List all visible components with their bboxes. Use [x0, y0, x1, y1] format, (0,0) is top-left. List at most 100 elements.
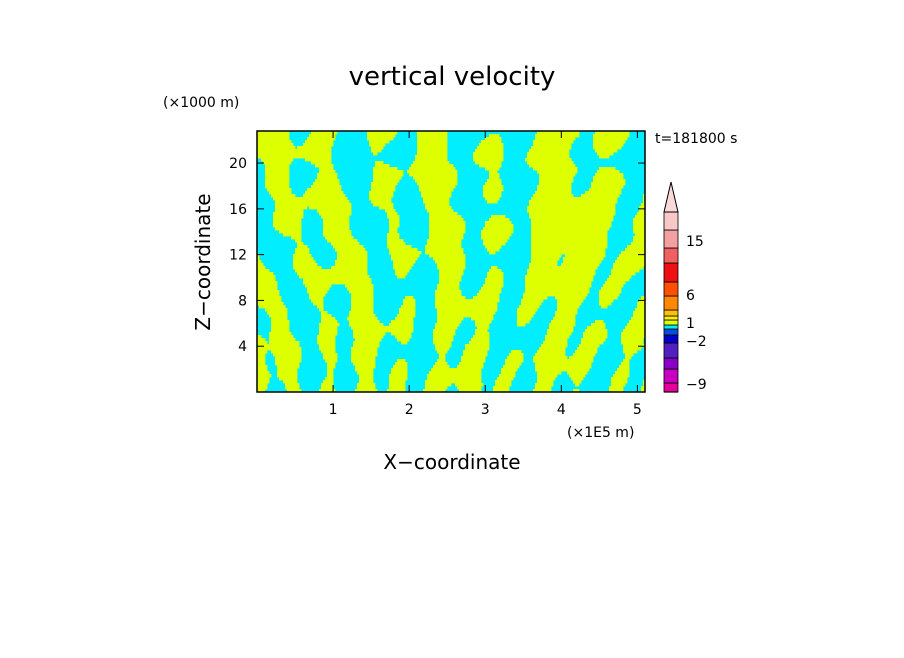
- colorbar-label: −2: [686, 334, 707, 350]
- field-cell: [309, 134, 336, 138]
- field-cell: [473, 296, 500, 300]
- field-cell: [385, 209, 396, 213]
- field-cell: [323, 221, 350, 225]
- colorbar-swatch: [663, 357, 679, 370]
- field-cell: [623, 350, 638, 354]
- field-cell: [475, 149, 504, 153]
- field-cell: [481, 233, 512, 237]
- field-cell: [621, 341, 644, 345]
- field-cell: [427, 239, 462, 243]
- field-cell: [459, 389, 482, 392]
- field-cell: [359, 374, 374, 378]
- field-cell: [387, 233, 400, 237]
- field-cell: [531, 227, 610, 231]
- field-cell: [323, 224, 350, 228]
- field-cell: [357, 386, 376, 390]
- field-cell: [531, 242, 608, 246]
- field-cell: [595, 149, 618, 153]
- field-cell: [439, 278, 462, 282]
- field-cell: [533, 359, 594, 363]
- field-cell: [597, 170, 620, 174]
- field-cell: [319, 323, 340, 327]
- field-cell: [479, 143, 504, 147]
- field-cell: [257, 152, 332, 156]
- field-cell: [425, 383, 452, 387]
- field-cell: [323, 218, 350, 222]
- field-cell: [271, 323, 290, 327]
- field-cell: [373, 176, 402, 180]
- field-cell: [403, 302, 416, 306]
- field-cell: [525, 278, 594, 282]
- field-cell: [529, 215, 614, 219]
- field-cell: [415, 155, 448, 159]
- field-cell: [533, 167, 578, 171]
- field-cell: [257, 149, 332, 153]
- field-cell: [265, 182, 290, 186]
- field-cell: [435, 326, 458, 330]
- field-cell: [457, 386, 482, 390]
- field-cell: [487, 275, 504, 279]
- field-cell: [593, 137, 628, 141]
- field-cell: [633, 230, 645, 234]
- field-cell: [309, 293, 326, 297]
- field-cell: [423, 389, 446, 392]
- field-cell: [265, 185, 290, 189]
- field-cell: [273, 221, 302, 225]
- field-cell: [641, 296, 645, 300]
- field-cell: [593, 176, 624, 180]
- field-cell: [485, 224, 514, 228]
- x-tick-label: 1: [329, 402, 338, 418]
- field-cell: [269, 314, 288, 318]
- field-cell: [407, 170, 458, 174]
- field-cell: [359, 380, 374, 384]
- field-cell: [271, 317, 288, 321]
- field-cell: [305, 191, 344, 195]
- field-cell: [437, 287, 460, 291]
- field-cell: [287, 389, 302, 392]
- field-cell: [425, 203, 450, 207]
- field-cell: [481, 236, 510, 240]
- field-cell: [279, 377, 298, 381]
- field-cell: [257, 140, 292, 144]
- colorbar-label: 15: [686, 234, 704, 250]
- field-cell: [611, 383, 626, 387]
- field-cell: [531, 248, 606, 252]
- field-cell: [273, 224, 302, 228]
- field-cell: [311, 161, 332, 165]
- field-cell: [351, 299, 374, 303]
- field-cell: [485, 182, 502, 186]
- field-cell: [555, 311, 578, 315]
- field-cell: [553, 317, 576, 321]
- field-cell: [257, 134, 290, 138]
- field-cell: [425, 245, 462, 249]
- field-cell: [429, 227, 466, 231]
- field-cell: [373, 173, 404, 177]
- field-cell: [595, 173, 624, 177]
- field-cell: [633, 227, 645, 231]
- field-cell: [257, 341, 268, 345]
- field-cell: [483, 185, 504, 189]
- field-cell: [501, 371, 516, 375]
- field-cell: [621, 251, 645, 255]
- field-cell: [525, 275, 594, 279]
- field-cell: [557, 308, 578, 312]
- field-cell: [369, 191, 394, 195]
- field-cell: [257, 257, 260, 261]
- field-cell: [483, 239, 508, 243]
- field-cell: [489, 173, 500, 177]
- field-cell: [521, 302, 542, 306]
- field-cell: [617, 257, 645, 261]
- field-cell: [523, 296, 548, 300]
- field-cell: [259, 305, 286, 309]
- field-cell: [541, 344, 568, 348]
- field-cell: [397, 314, 416, 318]
- field-cell: [475, 329, 488, 333]
- field-cell: [349, 314, 376, 318]
- field-cell: [607, 278, 630, 282]
- field-cell: [345, 284, 374, 288]
- field-cell: [457, 365, 484, 369]
- colorbar-swatch: [663, 315, 679, 321]
- field-cell: [273, 212, 304, 216]
- colorbar-swatch: [663, 247, 679, 264]
- field-cell: [389, 386, 406, 390]
